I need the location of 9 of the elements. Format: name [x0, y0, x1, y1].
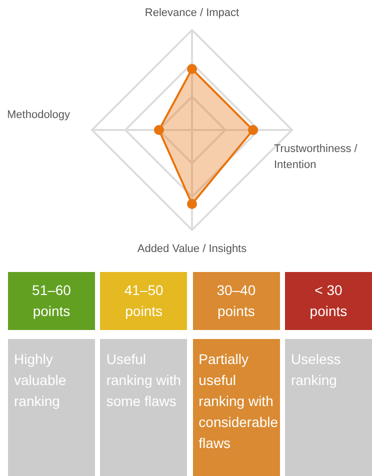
category-label: 51–60 points: [31, 281, 72, 321]
text: Partially useful ranking with considerable flaws: [192, 339, 280, 476]
category-label: 30–40 points: [216, 281, 257, 321]
category-label: < 30 points: [308, 281, 348, 321]
spoke-label: Relevance / Impact: [144, 7, 240, 19]
spoke-label: Methodology: [7, 109, 70, 121]
spoke-label: Added Value / Insights: [137, 243, 248, 255]
category-label: 41–50 points: [123, 281, 164, 321]
spoke-label: Trustworthiness / Intention: [274, 143, 358, 171]
